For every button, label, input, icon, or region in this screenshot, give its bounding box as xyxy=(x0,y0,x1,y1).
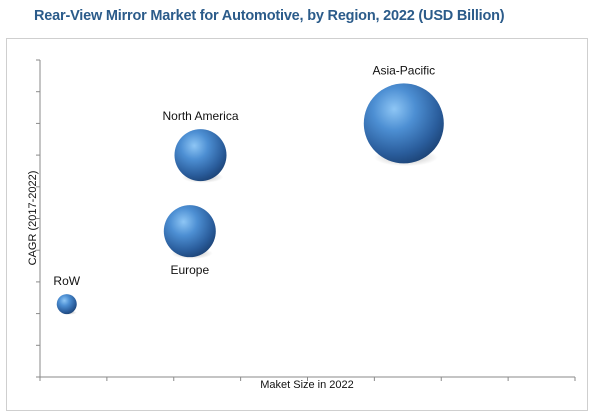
chart-title: Rear-View Mirror Market for Automotive, … xyxy=(34,8,505,24)
bubble-label: North America xyxy=(162,109,238,123)
bubble-label: Asia-Pacific xyxy=(372,63,435,77)
bubble-north-america xyxy=(174,129,227,182)
chart-frame xyxy=(6,38,588,411)
bubble-label: Europe xyxy=(170,263,209,277)
bubble-asia-pacific xyxy=(363,83,444,164)
bubble-row xyxy=(56,294,77,315)
x-axis-label: Maket Size in 2022 xyxy=(260,379,354,391)
bubble-europe xyxy=(163,205,216,258)
y-axis-label: CAGR (2017-2022) xyxy=(27,171,39,266)
bubble-label: RoW xyxy=(53,274,80,288)
